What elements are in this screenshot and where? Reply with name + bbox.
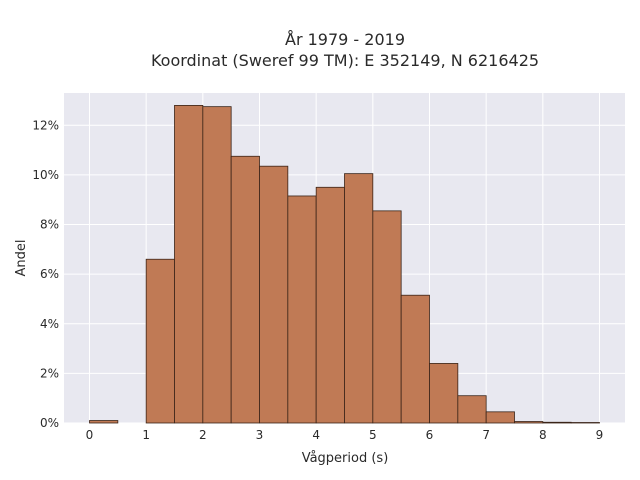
x-tick-label: 3 (256, 428, 264, 442)
x-tick-label: 1 (142, 428, 150, 442)
x-tick-label: 4 (312, 428, 320, 442)
y-axis-label: Andel (14, 240, 29, 277)
y-tick-label: 2% (40, 366, 59, 380)
histogram-bar (372, 210, 402, 424)
y-tick-label: 6% (40, 267, 59, 281)
x-tick-label: 5 (369, 428, 377, 442)
chart-title-line1: År 1979 - 2019 (285, 30, 405, 49)
y-tick-label: 4% (40, 317, 59, 331)
histogram-bar (315, 186, 345, 424)
x-tick-label: 0 (86, 428, 94, 442)
histogram-bar (259, 165, 289, 424)
x-axis-ticks: 0 1 2 3 4 5 6 7 8 9 (86, 428, 604, 442)
histogram-bar (230, 155, 260, 424)
x-tick-label: 6 (426, 428, 434, 442)
histogram-bar (287, 195, 317, 424)
y-tick-label: 0% (40, 416, 59, 430)
y-axis-ticks: 0% 2% 4% 6% 8% 10% 12% (32, 118, 59, 430)
histogram-bar (145, 258, 175, 424)
histogram-bar (344, 173, 374, 424)
y-tick-label: 10% (32, 168, 59, 182)
x-tick-label: 2 (199, 428, 207, 442)
y-tick-label: 12% (32, 118, 59, 132)
chart-title-line2: Koordinat (Sweref 99 TM): E 352149, N 62… (151, 51, 539, 70)
x-axis-label: Vågperiod (s) (302, 451, 389, 466)
y-tick-label: 8% (40, 218, 59, 232)
histogram-bar (514, 421, 544, 424)
x-tick-label: 9 (596, 428, 604, 442)
histogram-bar (89, 420, 119, 424)
histogram-bars (89, 105, 600, 424)
histogram-bar (174, 105, 204, 424)
x-tick-label: 8 (539, 428, 547, 442)
histogram-bar (542, 421, 572, 424)
x-tick-label: 7 (482, 428, 490, 442)
histogram-bar (429, 363, 459, 424)
histogram-bar (457, 395, 487, 424)
histogram-bar (202, 106, 232, 424)
histogram-bar (485, 411, 515, 424)
histogram-bar (400, 294, 430, 424)
